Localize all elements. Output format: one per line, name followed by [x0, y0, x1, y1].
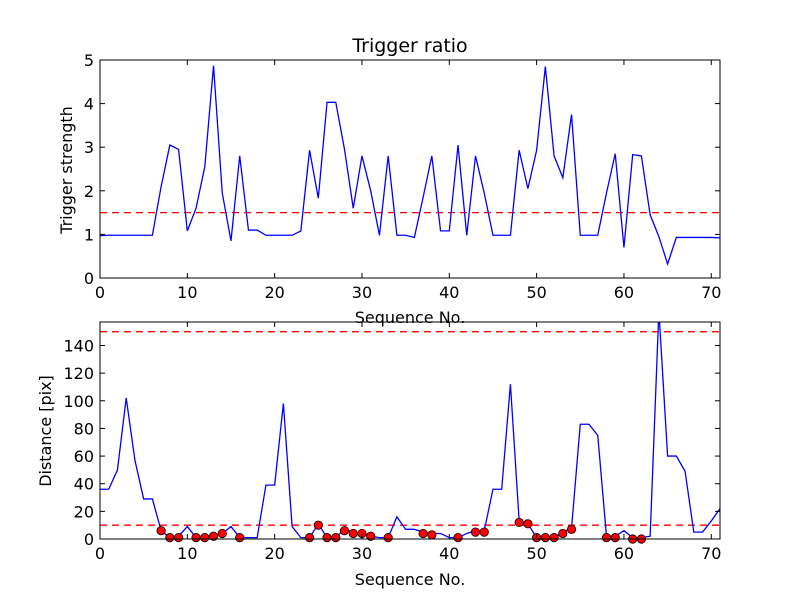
- top-y-tick-label: 5: [84, 51, 94, 70]
- bottom-y-tick-label: 0: [84, 530, 94, 549]
- top-x-tick-label: 30: [352, 283, 372, 302]
- bottom-marker-point: [566, 524, 577, 534]
- top-y-tick-label: 0: [84, 269, 94, 288]
- top-y-tick-label: 2: [84, 182, 94, 201]
- bottom-marker-point: [165, 533, 175, 543]
- bottom-marker-point: [418, 528, 428, 539]
- bottom-x-tick-label: 40: [439, 544, 459, 563]
- bottom-y-tick-label: 80: [74, 419, 94, 438]
- bottom-marker-point: [366, 531, 376, 541]
- top-axes-frame: [99, 59, 721, 279]
- top-y-tick-label: 1: [84, 225, 94, 244]
- bottom-marker-point: [523, 519, 533, 529]
- top-x-tick-label: 60: [614, 283, 634, 302]
- bottom-plot-area: 0 10 20 30 40 50 60 70 0 20 40 60 80 100 120 140: [63, 321, 721, 563]
- top-y-tick-label: 4: [84, 95, 94, 114]
- bottom-marker-point: [217, 528, 227, 539]
- bottom-x-tick-label: 10: [177, 544, 197, 563]
- top-x-tick-label: 10: [177, 283, 197, 302]
- bottom-marker-point: [304, 533, 315, 543]
- bottom-marker-point: [610, 533, 620, 543]
- top-series-line: [100, 65, 720, 267]
- bottom-marker-point: [313, 520, 323, 530]
- bottom-y-tick-label: 140: [63, 336, 94, 355]
- bottom-y-tick-label: 60: [74, 447, 94, 466]
- bottom-y-tick-label: 100: [63, 392, 94, 411]
- bottom-marker-point: [331, 533, 341, 543]
- top-x-tick-label: 70: [701, 283, 721, 302]
- bottom-marker-point: [322, 533, 332, 543]
- bottom-marker-point: [348, 528, 358, 539]
- bottom-marker-point: [235, 533, 245, 543]
- bottom-marker-point: [427, 530, 437, 540]
- bottom-marker-point: [339, 526, 350, 536]
- bottom-marker-point: [173, 533, 184, 543]
- top-chart-title: Trigger ratio: [351, 35, 467, 57]
- bottom-marker-point: [470, 527, 481, 537]
- bottom-marker-point: [200, 533, 210, 543]
- bottom-marker-point: [479, 527, 489, 537]
- top-x-tick-label: 20: [264, 283, 284, 302]
- bottom-y-axis-label: Distance [pix]: [36, 375, 55, 487]
- bottom-x-tick-label: 50: [526, 544, 546, 563]
- bottom-marker-point: [540, 533, 550, 543]
- bottom-x-axis-label: Sequence No.: [355, 570, 466, 589]
- bottom-y-tick-label: 120: [63, 364, 94, 383]
- bottom-marker-point: [601, 533, 612, 543]
- bottom-axes-frame: [99, 321, 721, 540]
- bottom-x-tick-label: 0: [95, 544, 105, 563]
- bottom-marker-point: [453, 533, 463, 543]
- top-x-tick-label: 0: [95, 283, 105, 302]
- top-x-tick-label: 50: [526, 283, 546, 302]
- top-x-axis-label: Sequence No.: [355, 308, 466, 327]
- bottom-chart: 0 10 20 30 40 50 60 70 0 20 40 60 80 100 120 140 Sequen…: [36, 321, 721, 589]
- bottom-x-tick-label: 20: [264, 544, 284, 563]
- bottom-x-tick-label: 60: [614, 544, 634, 563]
- bottom-y-tick-label: 40: [74, 475, 94, 494]
- bottom-marker-point: [558, 528, 568, 539]
- bottom-x-tick-label: 70: [701, 544, 721, 563]
- bottom-marker-point: [191, 533, 201, 543]
- bottom-x-tick-label: 30: [352, 544, 372, 563]
- bottom-y-tick-label: 20: [74, 502, 94, 521]
- bottom-marker-point: [208, 531, 219, 541]
- top-y-axis-label: Trigger strength: [57, 106, 76, 235]
- bottom-marker-point: [156, 526, 166, 536]
- bottom-marker-point: [514, 517, 524, 528]
- bottom-marker-point: [549, 533, 559, 543]
- top-y-tick-label: 3: [84, 138, 94, 157]
- bottom-marker-point: [383, 533, 393, 543]
- top-plot-area: 0 10 20 30 40 50 60 70 0 1 2 3 4 5: [84, 51, 722, 302]
- top-x-tick-label: 40: [439, 283, 459, 302]
